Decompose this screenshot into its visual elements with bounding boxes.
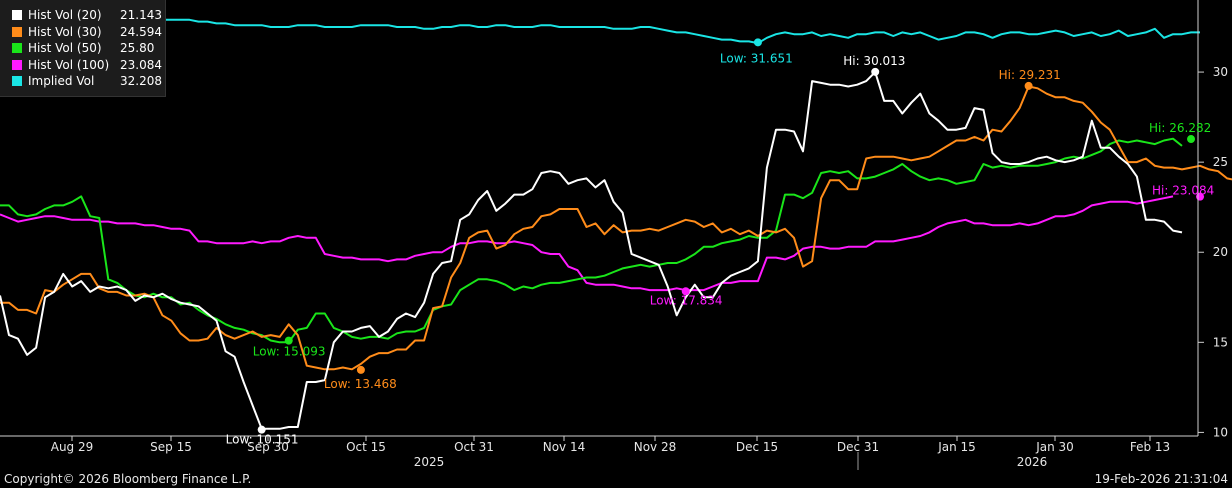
legend-series-name: Implied Vol <box>28 74 95 89</box>
x-tick-label: Sep 15 <box>150 440 192 454</box>
annotation-label: Low: 15.093 <box>253 345 326 359</box>
axes <box>0 0 1199 470</box>
y-tick-label: 20 <box>1213 245 1228 259</box>
x-tick-label: Nov 28 <box>634 440 677 454</box>
annotation-label: Hi: 29.231 <box>999 68 1061 82</box>
legend-swatch <box>12 26 22 37</box>
annotation-label: Hi: 26.282 <box>1149 121 1211 135</box>
y-ticks: 10 15 20 25 30 <box>1198 65 1228 439</box>
y-tick-label: 15 <box>1213 335 1228 349</box>
legend-series-name: Hist Vol (30) <box>28 24 102 39</box>
annotation-marker <box>681 287 690 296</box>
annotation-marker <box>284 336 293 345</box>
legend-swatch <box>12 43 22 54</box>
series-line-hist-vol-30 <box>0 85 1232 371</box>
legend-last-value: 25.80 <box>120 41 155 56</box>
y-tick-label: 10 <box>1213 425 1228 439</box>
series-lines <box>0 18 1232 430</box>
x-ticks: Aug 29 Sep 15 Sep 30 Oct 15 Oct 31 Nov 14 Nov … <box>51 436 1170 454</box>
year-label-2026: 2026 <box>1017 455 1048 469</box>
legend-last-value: 23.084 <box>120 57 162 72</box>
x-tick-label: Aug 29 <box>51 440 94 454</box>
annotation-label: Low: 10.151 <box>226 433 299 447</box>
x-tick-label: Oct 15 <box>346 440 386 454</box>
timestamp-text: 19-Feb-2026 21:31:04 <box>1094 472 1228 486</box>
legend-swatch <box>12 76 22 87</box>
year-label-2025: 2025 <box>414 455 445 469</box>
y-tick-label: 25 <box>1213 155 1228 169</box>
annotation-marker <box>1024 81 1033 90</box>
legend: Hist Vol (20) 21.143 Hist Vol (30) 24.594 Hi… <box>0 0 166 97</box>
legend-last-value: 21.143 <box>120 8 162 22</box>
legend-series-name: Hist Vol (20) <box>28 8 102 22</box>
x-tick-label: Jan 15 <box>937 440 976 454</box>
annotation-marker <box>1187 135 1196 144</box>
series-line-hist-vol-20 <box>0 71 1183 430</box>
annotation-marker <box>871 67 880 76</box>
series-line-hist-vol-50 <box>0 137 1183 344</box>
legend-series-name: Hist Vol (100) <box>28 57 110 72</box>
x-tick-label: Feb 13 <box>1130 440 1170 454</box>
x-tick-label: Jan 30 <box>1035 440 1074 454</box>
annotation-label: Low: 17.834 <box>650 293 723 307</box>
x-tick-label: Dec 31 <box>837 440 879 454</box>
legend-swatch <box>12 59 22 70</box>
annotation-marker <box>356 365 365 374</box>
annotation-marker <box>257 425 266 434</box>
y-tick-label: 30 <box>1213 65 1228 79</box>
annotation-label: Low: 13.468 <box>324 377 397 391</box>
legend-last-value: 24.594 <box>120 24 162 39</box>
x-tick-label: Sep 30 <box>247 440 289 454</box>
annotation-marker <box>753 38 762 47</box>
year-labels: 2025 2026 <box>414 455 1048 469</box>
x-tick-label: Dec 15 <box>736 440 778 454</box>
x-tick-label: Oct 31 <box>454 440 494 454</box>
copyright-text: Copyright© 2026 Bloomberg Finance L.P. <box>4 472 252 486</box>
legend-series-name: Hist Vol (50) <box>28 41 102 56</box>
series-line-implied-vol <box>0 18 1200 45</box>
annotation-label: Low: 31.651 <box>720 51 793 65</box>
legend-swatch <box>12 10 22 20</box>
legend-last-value: 32.208 <box>120 74 162 89</box>
x-tick-label: Nov 14 <box>543 440 586 454</box>
series-line-hist-vol-100 <box>0 195 1174 292</box>
annotation-label: Hi: 23.084 <box>1152 184 1214 198</box>
annotation-label: Hi: 30.013 <box>843 54 905 68</box>
